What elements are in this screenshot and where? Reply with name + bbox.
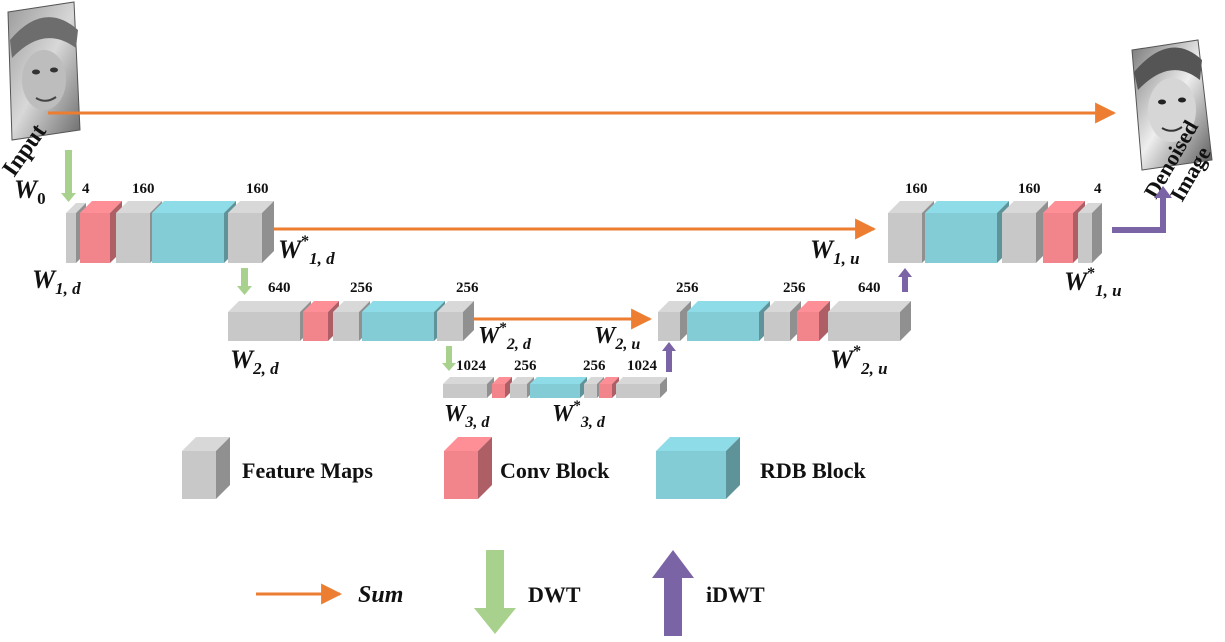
label-w2d: W2, d: [230, 345, 279, 378]
enc2-ch-c: 256: [456, 280, 479, 296]
enc2-ch-b: 256: [350, 280, 373, 296]
dec2-feature-out: [828, 301, 911, 341]
enc3-ch-d: 1024: [627, 358, 658, 374]
enc2-conv: [303, 301, 339, 341]
legend-conv-block: Conv Block: [500, 458, 610, 483]
enc1-ch-b: 160: [132, 181, 155, 197]
dec2-ch-c: 640: [858, 280, 881, 296]
legend-blocks: [182, 437, 740, 499]
denoised-image: [1131, 39, 1213, 171]
label-w3d: W3, d: [444, 401, 490, 431]
enc3-conv-2: [599, 377, 619, 398]
label-w2u: W2, u: [594, 323, 640, 353]
label-w3d-star: W*3, d: [552, 398, 606, 431]
enc1-ch-c: 160: [246, 181, 269, 197]
legend-idwt-arrow: [652, 550, 694, 636]
dec2-ch-b: 256: [783, 280, 806, 296]
idwt-arrow-output: [1112, 186, 1172, 233]
idwt-arrow-level3: [662, 342, 676, 372]
enc1-rdb: [152, 201, 236, 263]
legend-rdb-block: RDB Block: [760, 458, 867, 483]
legend-idwt: iDWT: [706, 582, 765, 607]
label-w2d-star: W*2, d: [478, 320, 532, 353]
label-w1d-star: W*1, d: [278, 233, 335, 268]
dec2-rdb: [687, 301, 770, 341]
dec1-feature-out: [1078, 203, 1102, 263]
label-w1d: W1, d: [32, 265, 81, 298]
legend-dwt: DWT: [528, 582, 581, 607]
enc3-rdb: [530, 377, 587, 398]
legend-dwt-arrow: [474, 550, 516, 634]
legend-rdb-box: [656, 437, 740, 499]
enc1-conv: [80, 201, 122, 263]
enc2-rdb: [362, 301, 445, 341]
enc2-ch-a: 640: [268, 280, 291, 296]
dec2-feature-in: [658, 301, 691, 341]
enc3-ch-a: 1024: [456, 358, 487, 374]
enc3-ch-c: 256: [583, 358, 606, 374]
dwt-arrow-w0: [61, 150, 76, 202]
input-image: [7, 1, 81, 141]
enc2-feature-out: [437, 301, 474, 341]
enc3-feature-out: [616, 377, 667, 398]
dec1-ch-c: 4: [1094, 181, 1102, 197]
dec1-rdb: [925, 201, 1009, 263]
enc2-feature-in: [228, 301, 311, 341]
enc3-conv-1: [492, 377, 512, 398]
legend-feature-maps: Feature Maps: [242, 458, 373, 483]
dec1-ch-b: 160: [1018, 181, 1041, 197]
enc1-ch-a: 4: [82, 181, 90, 197]
enc3-feature-in: [443, 377, 494, 398]
label-w1u-star: W*1, u: [1064, 265, 1122, 300]
blocks-group: [66, 201, 1102, 398]
label-w0: W0: [14, 175, 46, 208]
dec2-feature-mid: [764, 301, 801, 341]
legend-feature-box: [182, 437, 230, 499]
dec2-ch-a: 256: [676, 280, 699, 296]
label-w1u: W1, u: [810, 235, 860, 268]
label-w2u-star: W*2, u: [830, 343, 888, 378]
enc1-feature-out: [228, 201, 274, 263]
dec1-ch-a: 160: [905, 181, 928, 197]
dwt-arrow-level1: [237, 268, 252, 295]
dec2-conv: [797, 301, 830, 341]
legend-sum: Sum: [358, 582, 403, 608]
idwt-arrow-level2: [898, 268, 912, 292]
dwt-arrow-level2: [442, 346, 456, 371]
enc3-ch-b: 256: [514, 358, 537, 374]
dec1-feature-mid: [1002, 201, 1048, 263]
legend-conv-box: [444, 437, 492, 499]
